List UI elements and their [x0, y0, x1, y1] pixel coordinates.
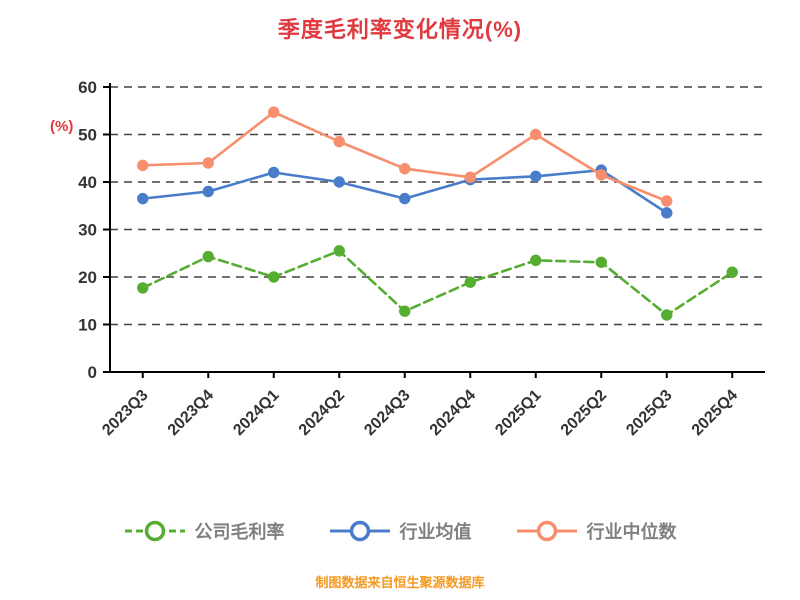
legend-circle [536, 520, 557, 542]
data-point [726, 266, 738, 278]
data-point [595, 256, 607, 268]
data-source-note: 制图数据来自恒生聚源数据库 [315, 575, 485, 590]
data-point [268, 271, 280, 283]
x-tick-label: 2024Q2 [296, 387, 348, 439]
data-point [661, 207, 673, 219]
legend-item-0: 公司毛利率 [124, 518, 285, 544]
data-point [530, 170, 542, 183]
chart-legend: 公司毛利率 行业均值 行业中位数 [0, 518, 800, 544]
chart-title: 季度毛利率变化情况(%) [277, 17, 523, 42]
data-point [333, 135, 345, 148]
legend-item-2: 行业中位数 [516, 518, 677, 544]
x-tick-label: 2024Q3 [361, 387, 413, 439]
x-tick-label: 2023Q3 [99, 387, 151, 439]
data-point [268, 106, 280, 118]
data-point [530, 254, 542, 267]
series-line-1 [141, 168, 669, 215]
x-tick-label: 2025Q2 [558, 387, 610, 439]
data-point [399, 192, 411, 205]
data-point [333, 245, 345, 257]
y-axis-label: (%) [50, 118, 74, 135]
x-tick-label: 2023Q4 [165, 387, 217, 439]
data-point [137, 159, 149, 172]
y-tick-label: 50 [78, 126, 97, 145]
data-point [137, 282, 149, 294]
series-line-0 [141, 249, 734, 317]
data-point [661, 195, 673, 207]
y-tick-label: 20 [78, 268, 97, 287]
legend-label: 公司毛利率 [194, 522, 285, 542]
legend-label: 行业中位数 [586, 522, 677, 542]
data-point [268, 166, 280, 179]
legend-circle [349, 520, 370, 542]
legend-symbol-icon [124, 520, 185, 542]
legend-symbol-icon [329, 520, 390, 542]
y-tick-label: 0 [88, 363, 97, 382]
data-point [399, 163, 411, 175]
legend-item-1: 行业均值 [329, 518, 472, 544]
legend-circle [144, 520, 165, 542]
y-tick-label: 60 [78, 78, 97, 97]
y-tick-label: 40 [78, 173, 97, 192]
x-tick-label: 2024Q4 [427, 387, 479, 439]
data-point [202, 157, 214, 169]
data-point [464, 276, 476, 288]
data-point [333, 176, 345, 188]
legend-symbol-icon [516, 520, 577, 542]
y-tick-label: 30 [78, 221, 97, 240]
x-tick-label: 2025Q4 [689, 387, 741, 439]
data-point [464, 171, 476, 183]
data-point [137, 192, 149, 205]
x-tick-label: 2025Q3 [623, 387, 675, 439]
data-point [530, 128, 542, 141]
data-point [661, 309, 673, 321]
x-tick-label: 2024Q1 [230, 387, 282, 439]
y-tick-label: 10 [78, 316, 97, 335]
legend-label: 行业均值 [399, 522, 472, 542]
data-point [595, 169, 607, 181]
data-point [399, 305, 411, 317]
x-tick-label: 2025Q1 [492, 387, 544, 439]
data-point [202, 185, 214, 198]
data-point [202, 250, 214, 263]
